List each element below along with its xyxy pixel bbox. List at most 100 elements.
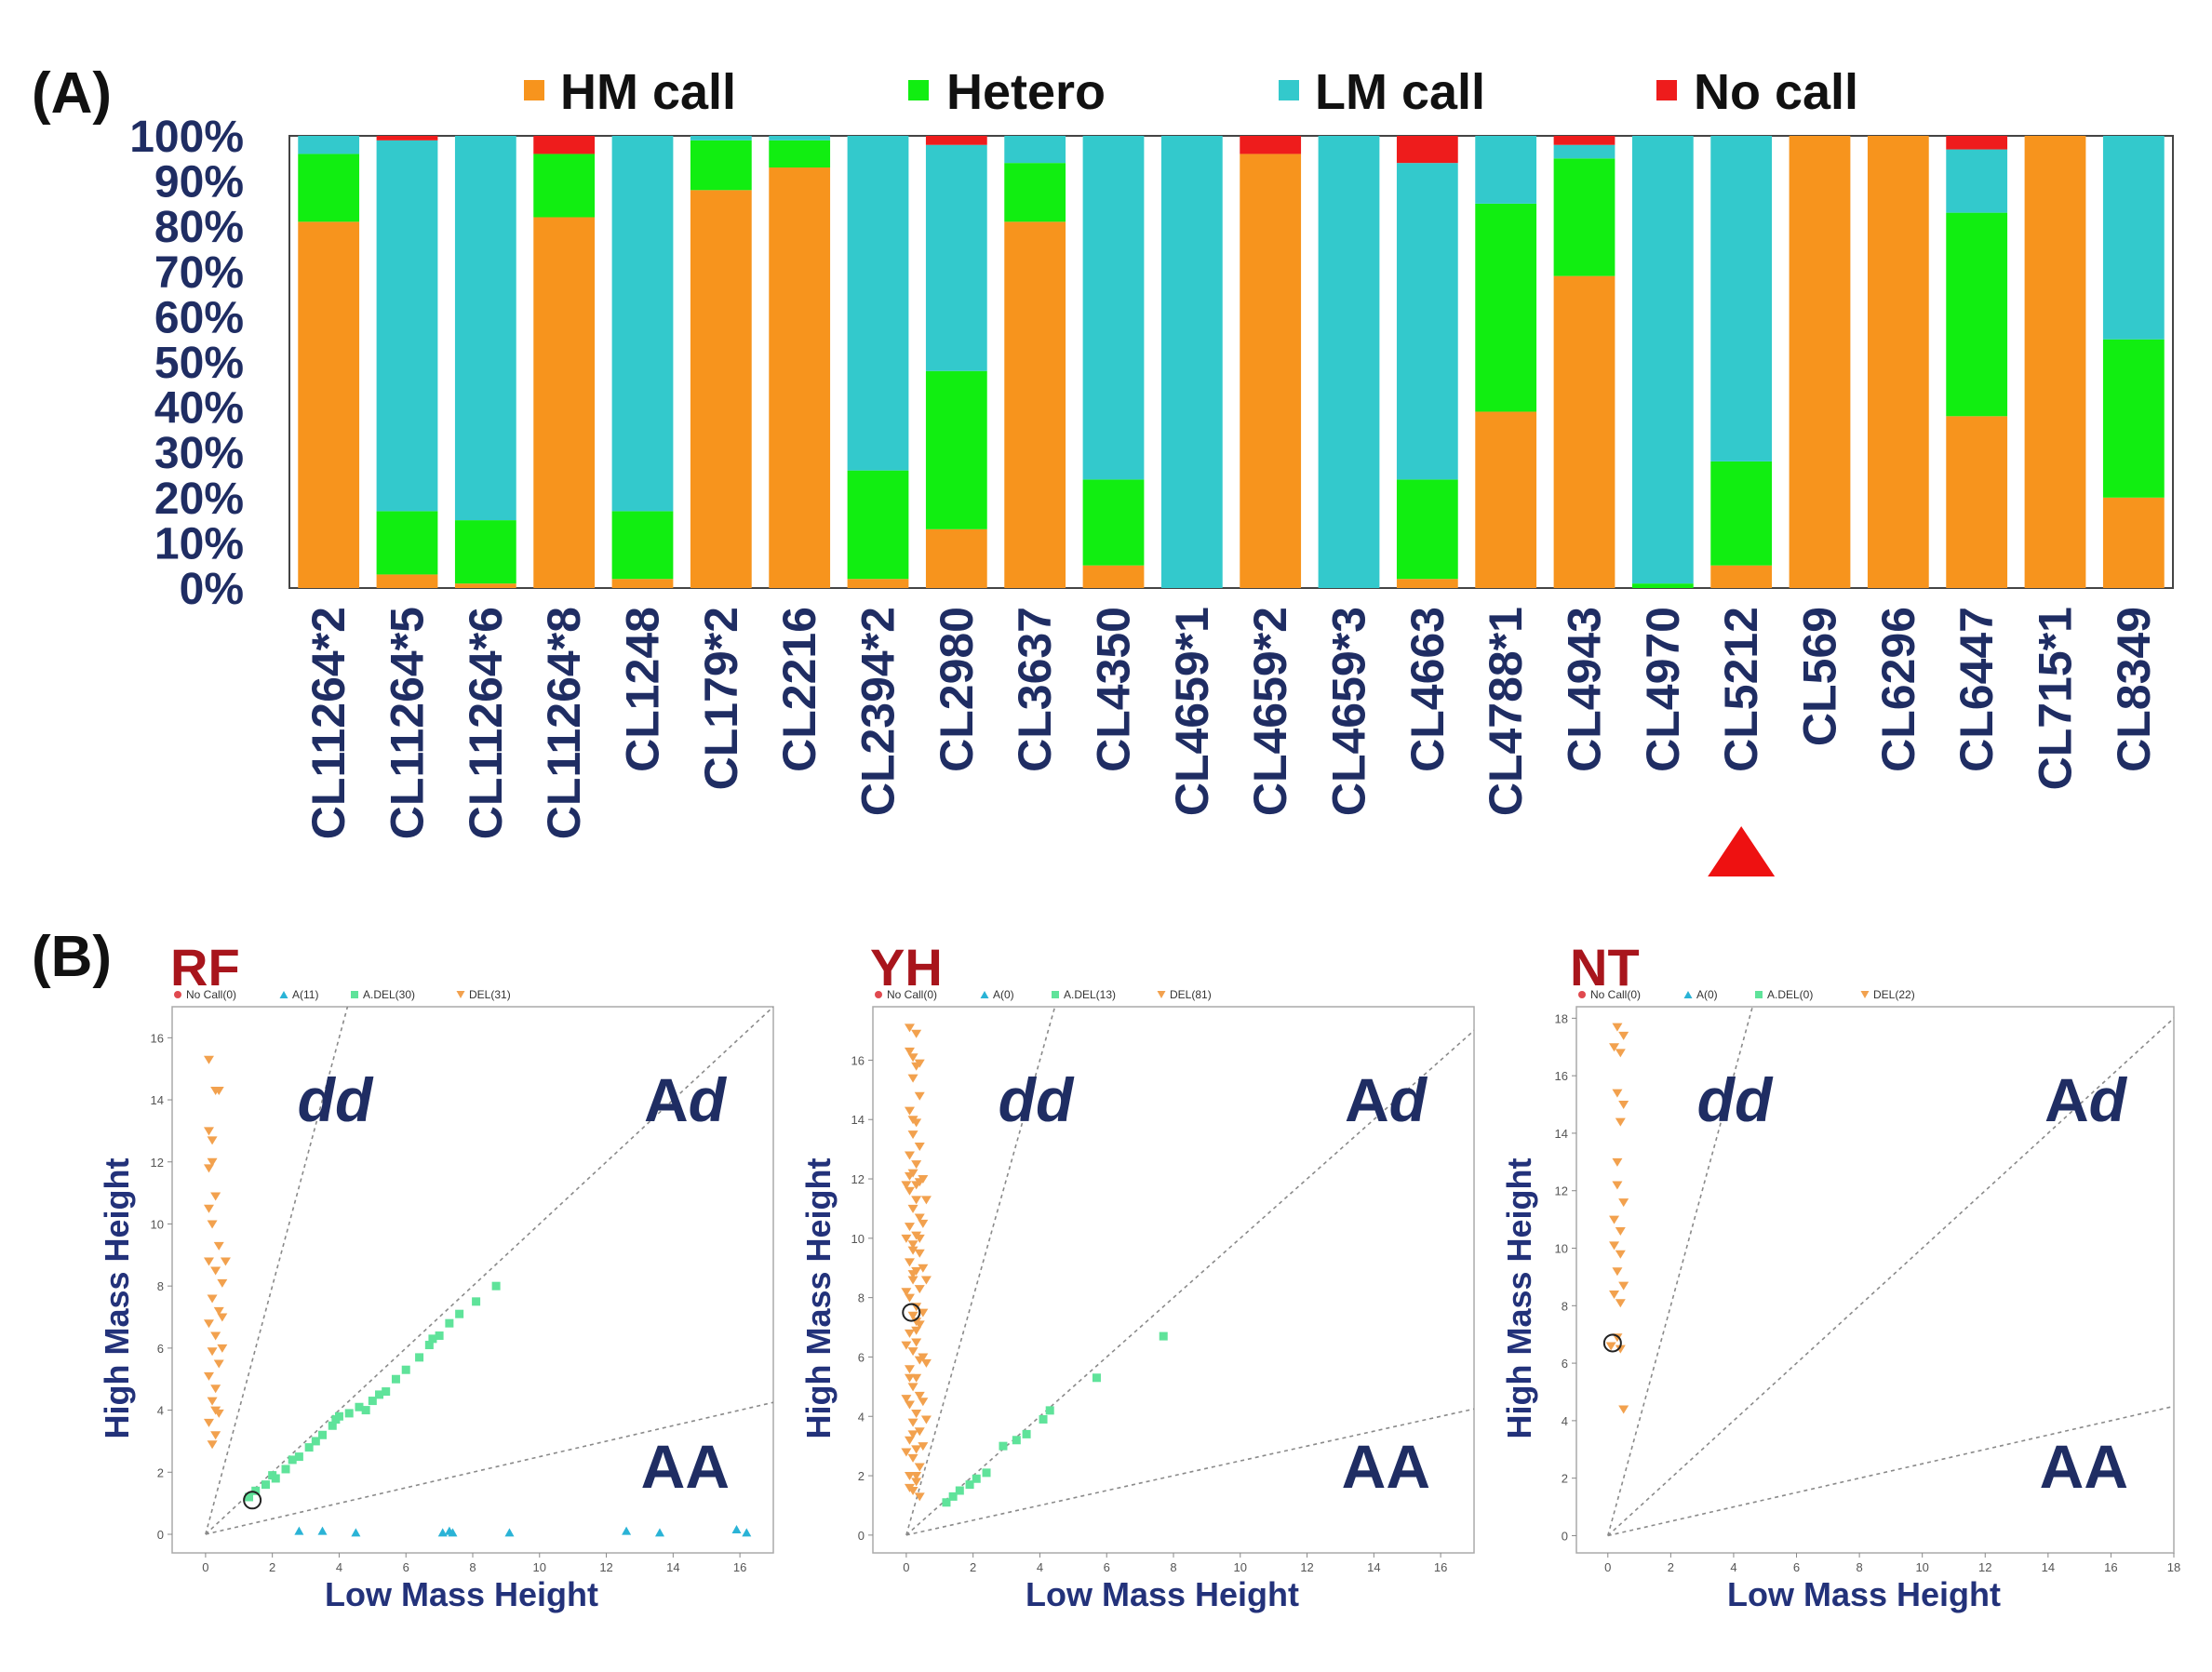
x-tick-label: 0 [202, 1560, 208, 1574]
legend-marker-nocall [1578, 991, 1586, 998]
bar-segment [376, 574, 438, 588]
legend-marker-adel [1052, 991, 1059, 998]
point-del [217, 1278, 228, 1288]
legend-label-del: DEL(81) [1170, 988, 1212, 1001]
y-tick-label: 18 [1555, 1011, 1568, 1025]
x-tick-label: 12 [599, 1560, 612, 1574]
bar-segment [1396, 136, 1458, 164]
point-del [904, 1258, 915, 1267]
y-tick-label: 90% [154, 158, 244, 207]
point-del [918, 1398, 929, 1407]
y-tick-label: 100% [129, 113, 244, 162]
point-del [203, 1257, 214, 1266]
point-del [918, 1353, 929, 1362]
zone-label-ad: Ad [2044, 1065, 2128, 1134]
point-del [918, 1219, 929, 1228]
point-del [207, 1157, 218, 1167]
x-tick-label: 2 [1668, 1560, 1674, 1574]
point-del [911, 1410, 922, 1419]
scatter-ticks: 0 2 4 6 8 10 12 14 16 0 2 4 6 8 10 12 14 16 [151, 1031, 747, 1574]
x-tick-label: CL2216 [773, 607, 825, 772]
y-tick-label: 4 [157, 1404, 164, 1418]
y-tick-label: 12 [851, 1172, 865, 1186]
x-tick-label: 8 [1856, 1560, 1862, 1574]
point-del [914, 1213, 925, 1223]
point-adel [1159, 1331, 1168, 1341]
bar-segment [454, 136, 516, 521]
bar-segment [1318, 136, 1380, 588]
bar-segment [454, 520, 516, 584]
x-tick-label: CL4663 [1401, 607, 1454, 772]
point-del [904, 1223, 915, 1232]
point-del [210, 1331, 221, 1341]
bar-segment [1240, 136, 1302, 154]
bar-segment [925, 136, 987, 145]
legend-marker-a [980, 991, 989, 998]
point-del [207, 1440, 218, 1450]
point-del [210, 1266, 221, 1276]
point-del [1618, 1031, 1629, 1040]
point-a [504, 1528, 515, 1537]
x-tick-label: CL2394*2 [852, 607, 905, 816]
bar-segment [690, 190, 752, 588]
point-del [1618, 1198, 1629, 1208]
zone-label-dd: dd [999, 1065, 1075, 1134]
point-adel [472, 1297, 481, 1306]
scatter-legend: No Call(0) A(11) A.DEL(30) DEL(31) [174, 988, 511, 1001]
point-del [914, 1091, 925, 1101]
point-del [904, 1373, 915, 1383]
x-tick-label: CL11264*2 [302, 607, 355, 839]
bar-segment [1631, 583, 1694, 588]
point-del [914, 1391, 925, 1400]
x-tick-label: 14 [1367, 1560, 1380, 1574]
legend-marker-del [1157, 991, 1166, 998]
legend-label-del: DEL(31) [469, 988, 511, 1001]
point-del [911, 1326, 922, 1335]
bar-segment [1553, 144, 1615, 159]
bar-segment [769, 136, 831, 140]
point-del [901, 1181, 912, 1190]
zone-label-dd: dd [1697, 1065, 1774, 1134]
x-tick-label: 16 [2104, 1560, 2117, 1574]
x-tick-label: CL715*1 [2030, 607, 2082, 790]
bar-segment [1946, 416, 2008, 588]
x-tick-label: 16 [1434, 1560, 1447, 1574]
y-tick-label: 2 [858, 1469, 865, 1483]
x-tick-label: CL4659*2 [1244, 607, 1296, 816]
point-del [907, 1246, 918, 1255]
selected-sample-circle [902, 1303, 921, 1322]
point-del [1615, 1299, 1626, 1308]
x-tick-label: 4 [336, 1560, 342, 1574]
point-del [207, 1220, 218, 1229]
bar-chart-plot-area [288, 135, 2174, 589]
point-del [907, 1347, 918, 1357]
bar-chart-bars [298, 136, 2165, 589]
point-del [203, 1055, 214, 1064]
x-tick-label: 2 [970, 1560, 976, 1574]
point-del [904, 1472, 915, 1481]
scatter-guide-lines [905, 1007, 1474, 1536]
point-del [904, 1483, 915, 1492]
x-tick-label: 12 [1978, 1560, 1991, 1574]
y-axis-label: High Mass Height [799, 1157, 838, 1438]
point-del [904, 1023, 915, 1033]
point-adel [1092, 1373, 1101, 1383]
point-del [914, 1059, 925, 1068]
point-adel [328, 1421, 337, 1430]
point-adel [294, 1452, 303, 1462]
bar-segment [925, 144, 987, 371]
point-del [1615, 1049, 1626, 1058]
point-del [904, 1186, 915, 1196]
point-adel [491, 1281, 501, 1291]
point-del [210, 1431, 221, 1440]
bar-chart-x-axis: CL11264*2 CL11264*5 CL11264*6 CL11264*8 CL12… [302, 607, 2160, 839]
point-del [907, 1453, 918, 1463]
legend-marker-nocall [174, 991, 181, 998]
x-axis-label: Low Mass Height [325, 1575, 598, 1613]
point-del [907, 1053, 918, 1063]
point-del [1609, 1215, 1620, 1224]
point-del [914, 1463, 925, 1472]
x-tick-label: 2 [269, 1560, 275, 1574]
legend-marker-del [1860, 991, 1870, 998]
